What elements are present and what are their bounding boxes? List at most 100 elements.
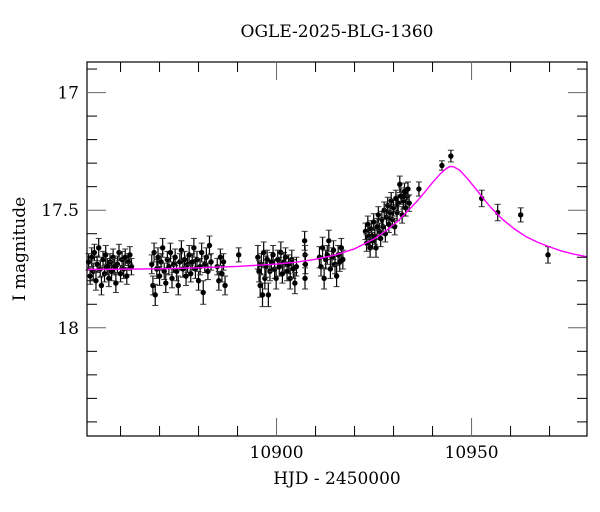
- data-point: [162, 273, 169, 294]
- point-marker: [98, 282, 105, 289]
- point-marker: [87, 273, 93, 279]
- point-marker: [416, 186, 422, 192]
- point-marker: [169, 275, 175, 282]
- data-point: [200, 280, 207, 305]
- point-marker: [279, 270, 286, 277]
- point-marker: [259, 292, 266, 298]
- y-axis-tick-labels: 17 17.5 18: [41, 84, 79, 339]
- point-marker: [172, 254, 178, 260]
- point-marker: [158, 259, 164, 265]
- y-axis-label: I magnitude: [10, 197, 30, 301]
- plot-frame: [86, 61, 588, 437]
- point-marker: [220, 259, 227, 265]
- model-line: [86, 165, 588, 271]
- point-marker: [326, 238, 332, 244]
- data-point: [364, 215, 371, 234]
- data-point: [277, 241, 284, 264]
- point-marker: [398, 193, 404, 199]
- data-point: [220, 253, 227, 271]
- data-point: [438, 160, 445, 171]
- data-point: [302, 267, 309, 290]
- point-marker: [205, 268, 211, 275]
- point-marker: [174, 268, 180, 275]
- point-marker: [406, 200, 412, 206]
- point-marker: [149, 261, 155, 267]
- point-marker: [103, 252, 109, 258]
- data-point: [175, 275, 182, 296]
- point-marker: [200, 289, 206, 296]
- data-point: [152, 283, 159, 306]
- point-marker: [333, 273, 340, 279]
- point-marker: [374, 223, 380, 230]
- point-marker: [302, 275, 308, 282]
- point-marker: [216, 278, 222, 284]
- point-marker: [262, 275, 268, 282]
- data-point: [279, 263, 286, 284]
- data-point: [222, 275, 229, 296]
- point-marker: [159, 245, 166, 251]
- point-marker: [203, 254, 210, 260]
- point-marker: [217, 254, 224, 260]
- point-marker: [276, 263, 282, 270]
- point-marker: [402, 205, 409, 211]
- point-marker: [293, 263, 300, 270]
- point-marker: [156, 273, 163, 279]
- model-curve: [86, 165, 588, 271]
- data-point: [327, 259, 334, 279]
- point-marker: [377, 235, 384, 242]
- data-point: [339, 249, 346, 270]
- point-marker: [394, 209, 400, 216]
- data-point: [265, 282, 272, 308]
- point-marker: [265, 292, 272, 298]
- point-marker: [206, 242, 213, 249]
- point-marker: [183, 273, 189, 279]
- data-point: [415, 181, 422, 197]
- point-marker: [117, 270, 124, 277]
- data-point: [98, 275, 105, 296]
- data-point: [293, 256, 300, 277]
- data-point: [95, 237, 102, 258]
- point-marker: [191, 245, 197, 251]
- point-marker: [319, 245, 326, 251]
- point-marker: [393, 195, 399, 202]
- point-marker: [287, 275, 293, 282]
- data-point: [91, 243, 98, 262]
- point-marker: [122, 254, 128, 260]
- point-marker: [517, 212, 524, 218]
- data-point: [122, 248, 129, 266]
- point-marker: [292, 280, 298, 286]
- point-marker: [178, 247, 185, 253]
- data-point: [517, 207, 524, 223]
- point-marker: [163, 280, 169, 286]
- y-tick-label: 18: [57, 319, 79, 339]
- point-marker: [375, 212, 382, 218]
- point-marker: [189, 259, 196, 265]
- data-point: [330, 240, 337, 261]
- plot-area: [85, 61, 588, 437]
- point-marker: [219, 270, 225, 277]
- x-tick-label: 10900: [250, 443, 304, 463]
- axis-ticks: [87, 62, 587, 436]
- point-marker: [106, 275, 112, 282]
- point-marker: [91, 249, 98, 256]
- point-marker: [114, 261, 121, 267]
- point-marker: [282, 254, 289, 260]
- point-marker: [167, 249, 174, 256]
- data-point: [167, 242, 174, 263]
- data-point: [99, 250, 106, 269]
- data-point: [159, 237, 166, 258]
- point-marker: [301, 238, 308, 244]
- data-point: [128, 257, 135, 276]
- x-axis-tick-labels: 10900 10950: [250, 443, 499, 463]
- data-point: [333, 264, 340, 288]
- x-tick-label: 10950: [445, 443, 499, 463]
- point-marker: [222, 282, 228, 289]
- point-marker: [256, 268, 262, 275]
- data-point: [151, 242, 158, 263]
- point-marker: [100, 256, 106, 263]
- point-marker: [161, 268, 167, 275]
- y-tick-label: 17: [57, 84, 79, 104]
- point-marker: [302, 261, 309, 267]
- point-marker: [278, 249, 284, 256]
